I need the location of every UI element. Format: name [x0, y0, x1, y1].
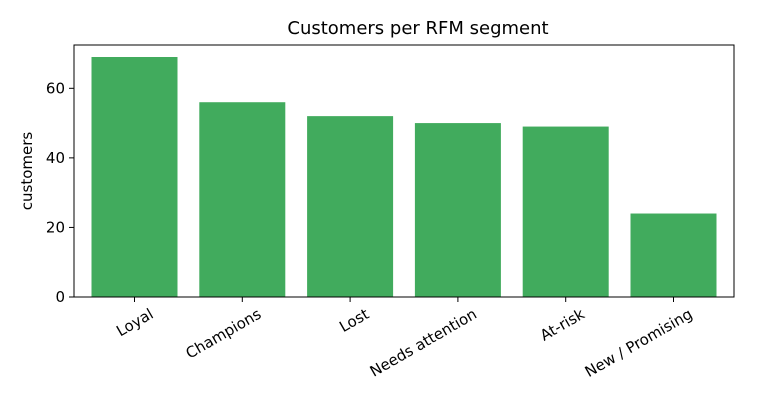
x-tick-label: At-risk [537, 305, 588, 345]
y-tick-label: 40 [46, 149, 65, 167]
chart-title: Customers per RFM segment [287, 18, 548, 39]
y-tick-label: 20 [46, 218, 65, 236]
y-axis-label: customers [18, 132, 36, 211]
x-tick-label: Champions [183, 305, 265, 363]
x-tick-label: Lost [336, 305, 372, 336]
plot-frame [73, 44, 735, 298]
y-tick-label: 0 [55, 288, 65, 306]
bar [630, 213, 717, 297]
bar [91, 57, 178, 297]
x-tick-label: Needs attention [367, 305, 480, 381]
bar [414, 123, 501, 297]
x-tick-label: Loyal [113, 305, 156, 340]
bar [199, 102, 286, 297]
y-tick-label: 60 [46, 79, 65, 97]
x-tick-label: New / Promising [582, 305, 696, 381]
bar [307, 116, 394, 297]
bar [522, 126, 609, 297]
